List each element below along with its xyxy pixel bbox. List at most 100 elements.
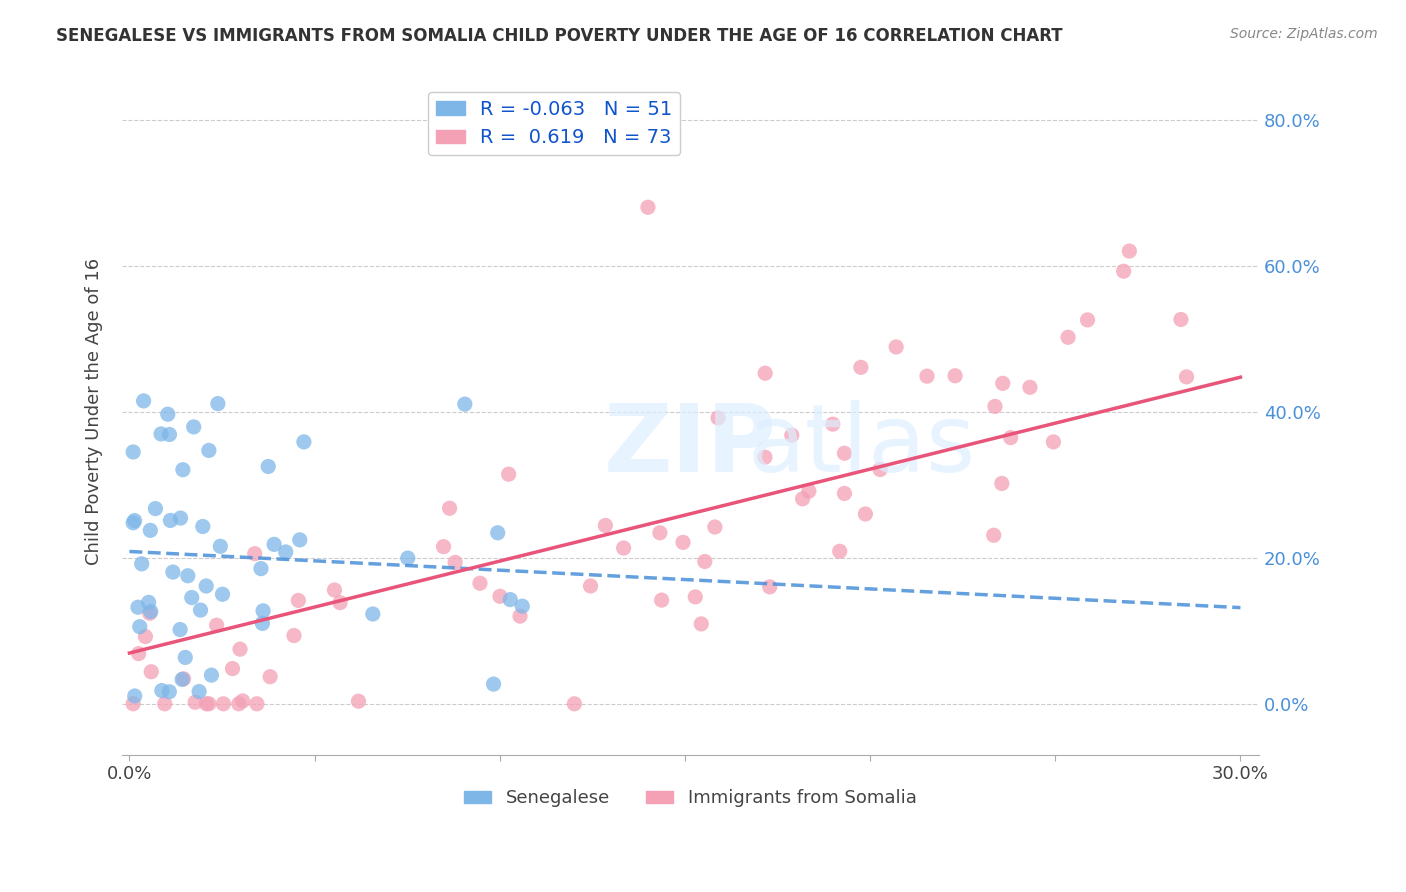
Point <box>444 556 467 570</box>
Point <box>821 417 844 432</box>
Point <box>122 516 145 530</box>
Point <box>758 580 780 594</box>
Point <box>180 591 202 605</box>
Point <box>499 592 522 607</box>
Point <box>579 579 602 593</box>
Point <box>1077 313 1099 327</box>
Point <box>288 533 311 547</box>
Point <box>347 694 370 708</box>
Point <box>177 568 200 582</box>
Point <box>207 396 229 410</box>
Point <box>1057 330 1080 344</box>
Point <box>162 565 184 579</box>
Point <box>943 368 966 383</box>
Point <box>834 446 856 460</box>
Point <box>198 697 221 711</box>
Point <box>169 511 191 525</box>
Point <box>131 557 153 571</box>
Point <box>855 507 877 521</box>
Point <box>396 551 419 566</box>
Point <box>124 689 146 703</box>
Point <box>323 582 346 597</box>
Point <box>509 609 531 624</box>
Point <box>498 467 520 482</box>
Point <box>141 665 163 679</box>
Point <box>150 683 173 698</box>
Point <box>252 616 274 631</box>
Point <box>707 410 730 425</box>
Point <box>232 694 254 708</box>
Point <box>156 407 179 421</box>
Text: atlas: atlas <box>747 400 976 492</box>
Point <box>274 545 297 559</box>
Point <box>128 647 150 661</box>
Point <box>984 400 1007 414</box>
Point <box>124 514 146 528</box>
Point <box>869 462 891 476</box>
Point <box>651 593 673 607</box>
Point <box>1112 264 1135 278</box>
Point <box>138 595 160 609</box>
Point <box>188 684 211 698</box>
Legend: Senegalese, Immigrants from Somalia: Senegalese, Immigrants from Somalia <box>457 782 924 814</box>
Point <box>792 491 814 506</box>
Point <box>482 677 505 691</box>
Point <box>263 537 285 551</box>
Point <box>191 519 214 533</box>
Point <box>184 695 207 709</box>
Point <box>139 524 162 538</box>
Point <box>292 434 315 449</box>
Point <box>259 670 281 684</box>
Point <box>250 561 273 575</box>
Point <box>685 590 707 604</box>
Point <box>564 697 586 711</box>
Point <box>174 650 197 665</box>
Point <box>159 513 181 527</box>
Point <box>169 623 191 637</box>
Y-axis label: Child Poverty Under the Age of 16: Child Poverty Under the Age of 16 <box>86 258 103 566</box>
Point <box>138 607 160 621</box>
Point <box>613 541 636 555</box>
Point <box>693 554 716 568</box>
Point <box>468 576 491 591</box>
Text: SENEGALESE VS IMMIGRANTS FROM SOMALIA CHILD POVERTY UNDER THE AGE OF 16 CORRELAT: SENEGALESE VS IMMIGRANTS FROM SOMALIA CH… <box>56 27 1063 45</box>
Point <box>648 525 671 540</box>
Point <box>834 486 856 500</box>
Point <box>432 540 454 554</box>
Point <box>127 600 149 615</box>
Point <box>283 628 305 642</box>
Point <box>754 366 776 380</box>
Point <box>1175 370 1198 384</box>
Point <box>190 603 212 617</box>
Point <box>983 528 1005 542</box>
Point <box>287 593 309 607</box>
Point <box>637 200 659 214</box>
Point <box>198 443 221 458</box>
Point <box>195 579 218 593</box>
Point <box>228 697 250 711</box>
Point <box>510 599 533 614</box>
Point <box>150 426 173 441</box>
Point <box>122 445 145 459</box>
Point <box>145 501 167 516</box>
Point <box>489 590 512 604</box>
Point <box>229 642 252 657</box>
Point <box>703 520 725 534</box>
Point <box>139 605 162 619</box>
Point <box>884 340 907 354</box>
Point <box>828 544 851 558</box>
Point <box>246 697 269 711</box>
Point <box>329 596 352 610</box>
Point <box>157 684 180 698</box>
Point <box>183 420 205 434</box>
Point <box>1170 312 1192 326</box>
Point <box>1042 434 1064 449</box>
Point <box>195 697 218 711</box>
Point <box>361 607 384 621</box>
Point <box>159 427 181 442</box>
Point <box>132 393 155 408</box>
Point <box>486 525 509 540</box>
Point <box>243 547 266 561</box>
Point <box>595 518 617 533</box>
Point <box>1019 380 1042 394</box>
